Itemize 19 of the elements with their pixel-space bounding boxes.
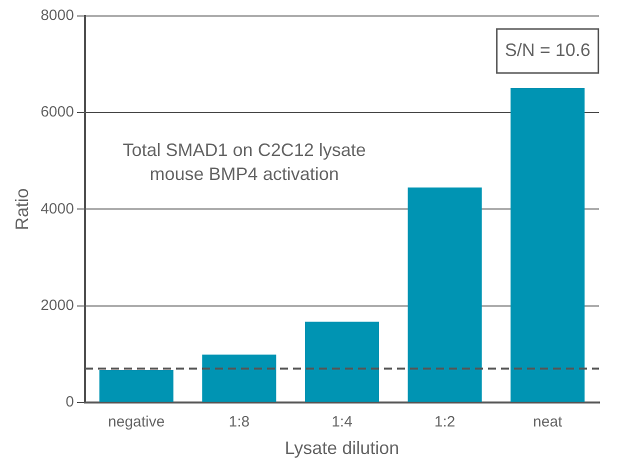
y-tick-label: 2000 (40, 296, 74, 314)
x-tick-label: 1:2 (434, 414, 456, 431)
x-tick-label: neat (532, 414, 564, 431)
annotation: Total SMAD1 on C2C12 lysate mouse BMP4 activation (122, 140, 366, 184)
y-tick-label: 6000 (40, 104, 74, 121)
y-tick-label: 8000 (40, 7, 74, 24)
annotation: S/N = 10.6 (504, 40, 590, 60)
y-axis-title: Ratio (12, 188, 32, 230)
x-tick-label: 1:4 (332, 414, 352, 431)
x-tick-label: 1:8 (228, 414, 250, 431)
bar (202, 354, 276, 402)
bar (304, 322, 379, 402)
bar (408, 187, 482, 402)
y-tick-label: 4000 (40, 200, 74, 218)
x-tick-label: negative (108, 414, 165, 431)
bar (510, 88, 585, 402)
y-tick-label: 0 (66, 394, 74, 411)
bar (99, 370, 174, 402)
x-axis-title: Lysate dilution (284, 438, 400, 458)
